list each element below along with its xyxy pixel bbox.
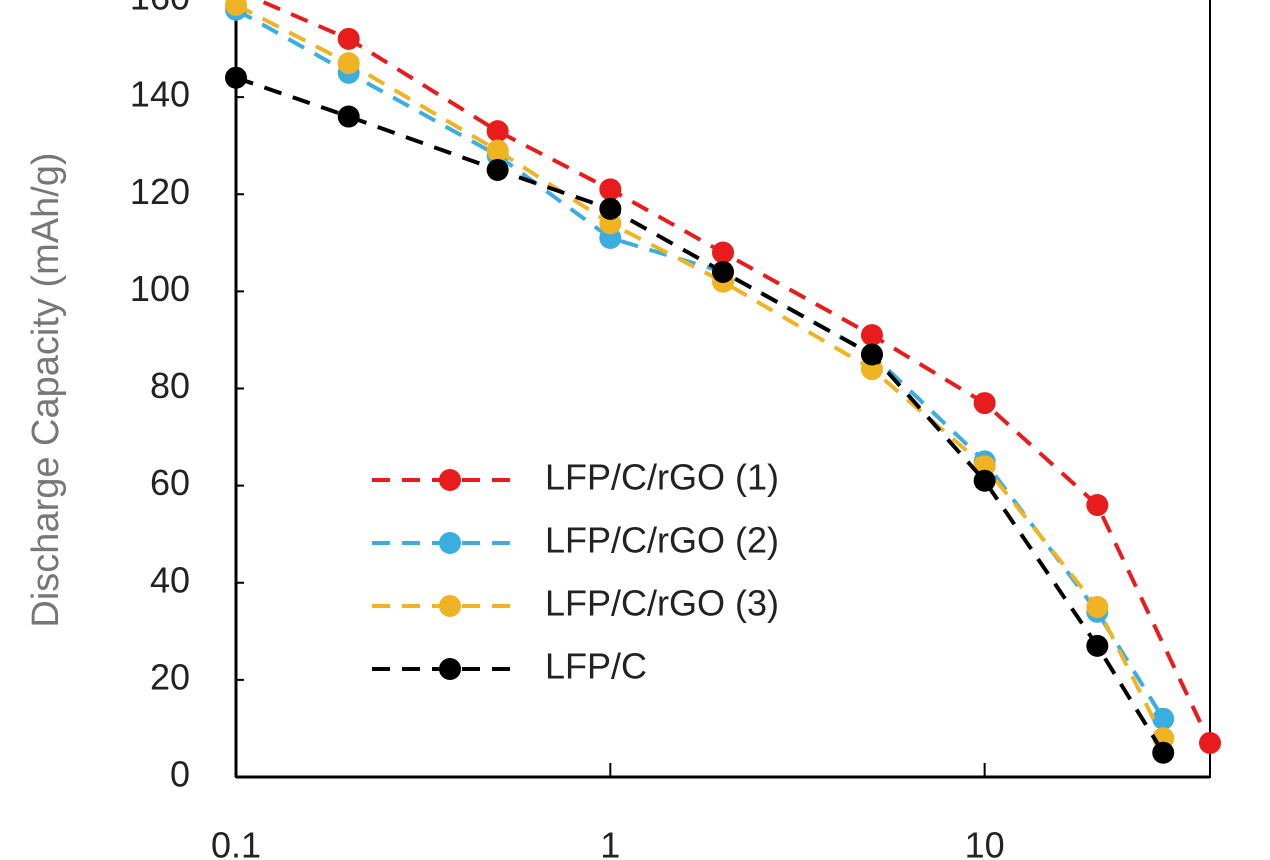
legend-marker [439, 595, 461, 617]
legend-marker [439, 469, 461, 491]
series-line [235, 3, 1166, 740]
data-point [337, 52, 360, 75]
y-tick-label: 40 [150, 559, 190, 600]
data-point [973, 392, 996, 415]
data-point [337, 105, 360, 128]
data-point [486, 158, 509, 181]
data-point [225, 0, 247, 16]
legend-label: LFP/C/rGO (3) [545, 583, 779, 624]
y-tick-label: 160 [130, 0, 190, 18]
legend-label: LFP/C [545, 646, 647, 687]
data-point [860, 324, 883, 347]
series-line [235, 75, 1165, 754]
data-point [486, 120, 509, 143]
data-point [712, 260, 734, 283]
y-axis-label: Discharge Capacity (mAh/g) [25, 152, 67, 627]
legend-marker [439, 532, 461, 554]
data-point [1152, 741, 1175, 764]
data-point [1199, 732, 1221, 755]
data-point [225, 66, 247, 89]
y-tick-label: 140 [130, 74, 190, 115]
data-point [486, 139, 509, 162]
y-tick-label: 80 [150, 365, 190, 406]
legend-label: LFP/C/rGO (1) [545, 457, 779, 498]
data-point [860, 343, 883, 366]
plot-frame [235, 0, 1211, 778]
y-tick-label: 0 [170, 754, 190, 795]
series-line [253, 0, 1212, 744]
data-point [1152, 707, 1175, 730]
x-tick-label: 10 [965, 825, 1005, 860]
data-point [337, 27, 360, 50]
data-point [1086, 596, 1109, 619]
data-point [1086, 634, 1109, 657]
y-tick-label: 100 [130, 268, 190, 309]
legend-marker [439, 658, 461, 680]
data-point [599, 197, 622, 220]
data-point [712, 241, 734, 264]
data-point [1086, 494, 1109, 517]
y-tick-label: 60 [150, 462, 190, 503]
legend-label: LFP/C/rGO (2) [545, 520, 779, 561]
x-tick-label: 1 [600, 825, 620, 860]
y-tick-label: 120 [130, 171, 190, 212]
x-tick-label: 0.1 [211, 825, 261, 860]
y-tick-label: 20 [150, 656, 190, 697]
data-point [599, 178, 622, 201]
data-point [973, 469, 996, 492]
